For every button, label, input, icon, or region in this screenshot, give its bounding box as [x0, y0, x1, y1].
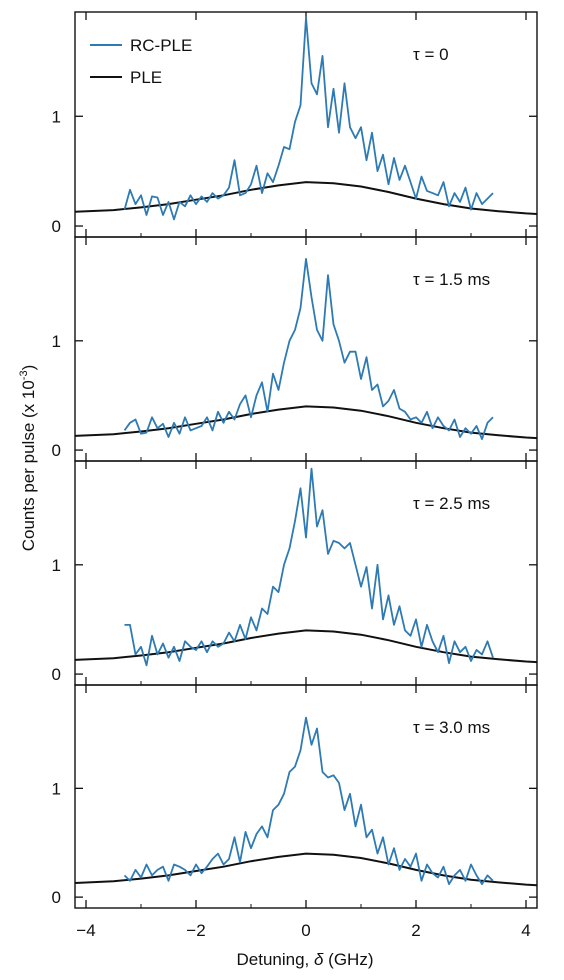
x-tick-label: −4	[76, 921, 95, 940]
panel-4: 0 1 τ = 3.0 ms	[52, 684, 538, 909]
y-tick-label: 1	[52, 332, 61, 351]
y-tick-label: 0	[52, 665, 61, 684]
legend: RC-PLE PLE	[90, 36, 192, 87]
panels-group: 0 1 τ = 0 0 1 τ = 1.5 ms 0 1 τ = 2.5 ms 0 1 τ = 3.0…	[52, 11, 538, 940]
legend-rcple-label: RC-PLE	[130, 36, 192, 55]
panel-label: τ = 0	[413, 45, 449, 64]
y-tick-label: 0	[52, 217, 61, 236]
legend-ple-label: PLE	[130, 68, 162, 87]
x-tick-label: 0	[301, 921, 310, 940]
y-tick-label: 0	[52, 888, 61, 907]
panel-label: τ = 2.5 ms	[413, 494, 490, 513]
panel-label: τ = 3.0 ms	[413, 718, 490, 737]
rcple-series-line	[123, 716, 494, 885]
panel-label: τ = 1.5 ms	[413, 270, 490, 289]
x-tick-label: 4	[521, 921, 530, 940]
y-tick-label: 1	[52, 556, 61, 575]
x-tick-label: 2	[411, 921, 420, 940]
x-axis-label: Detuning, δ (GHz)	[237, 950, 374, 969]
rcple-series-line	[124, 467, 494, 667]
y-tick-label: 0	[52, 441, 61, 460]
x-tick-label: −2	[186, 921, 205, 940]
rcple-series-line	[123, 257, 494, 441]
ple-series-line	[74, 405, 538, 440]
ple-series-line	[74, 629, 538, 664]
x-tick-labels: −4 −2 0 2 4	[76, 921, 530, 940]
rcple-series-line	[123, 16, 494, 221]
ple-series-line	[74, 181, 538, 215]
y-tick-label: 1	[52, 107, 61, 126]
y-tick-label: 1	[52, 779, 61, 798]
panel-1: 0 1 τ = 0	[52, 11, 538, 238]
y-axis-label: Counts per pulse (x 10-3)	[18, 365, 38, 552]
panel-2: 0 1 τ = 1.5 ms	[52, 236, 538, 462]
panel-3: 0 1 τ = 2.5 ms	[52, 460, 538, 686]
ple-series-line	[74, 852, 538, 887]
